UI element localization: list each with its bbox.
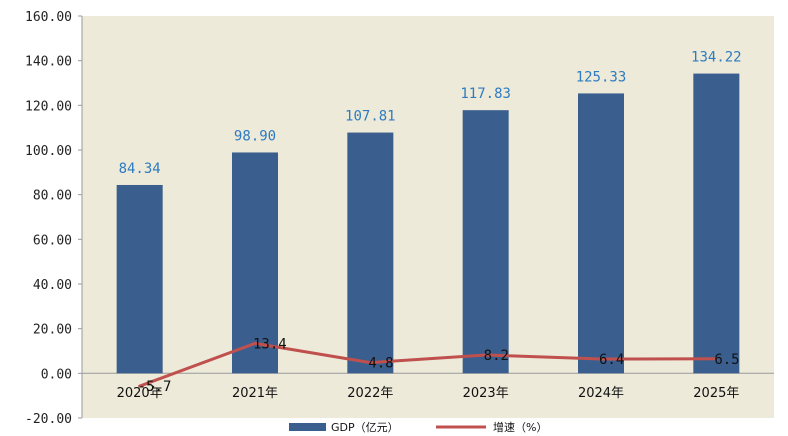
bar-value-label: 107.81 — [345, 109, 396, 125]
legend-label-growth: 增速（%） — [493, 420, 547, 434]
x-category-label: 2022年 — [347, 386, 393, 401]
y-tick-label: 0.00 — [41, 367, 72, 382]
x-category-label: 2025年 — [693, 386, 739, 401]
y-tick-label: 100.00 — [25, 144, 72, 159]
y-tick-label: 60.00 — [33, 233, 72, 248]
bar — [693, 73, 740, 374]
y-tick-label: 80.00 — [33, 189, 72, 204]
line-value-label: 6.4 — [599, 352, 624, 368]
x-category-label: 2024年 — [578, 386, 624, 401]
bar — [578, 93, 624, 374]
line-value-label: 8.2 — [484, 348, 509, 364]
x-axis-categories: 2020年 2021年 2022年 2023年 2024年 2025年 — [117, 386, 740, 401]
bar-value-label: 117.83 — [460, 86, 511, 102]
legend-swatch-bar — [289, 423, 326, 431]
y-tick-label: 20.00 — [33, 323, 72, 338]
line-point — [599, 357, 603, 361]
bar-value-label: 134.22 — [691, 50, 742, 66]
bar — [347, 132, 394, 374]
bar-value-label: 84.34 — [119, 161, 161, 177]
line-point — [138, 384, 142, 388]
y-tick-label: 160.00 — [25, 10, 72, 25]
line-value-label: 13.4 — [253, 336, 287, 352]
line-series: -5.7 13.4 4.8 8.2 6.4 6.5 — [138, 336, 740, 395]
y-tick-label: 40.00 — [33, 278, 72, 293]
line-value-label: -5.7 — [138, 379, 172, 395]
line-point — [484, 353, 488, 357]
x-category-label: 2023年 — [463, 386, 509, 401]
y-tick-label: -20.00 — [25, 412, 72, 427]
line-point — [253, 341, 257, 345]
y-axis-ticks: -20.00 0.00 20.00 40.00 60.00 80.00 100.00 120.… — [25, 10, 82, 427]
growth-line — [139, 341, 717, 388]
x-category-label: 2021年 — [232, 386, 278, 401]
line-point — [368, 361, 372, 365]
bar — [116, 184, 163, 374]
legend-label-gdp: GDP（亿元） — [331, 421, 399, 434]
bar-value-label: 125.33 — [576, 69, 627, 85]
bar-value-label: 98.90 — [234, 128, 276, 144]
line-point — [714, 357, 718, 361]
bar-series: 84.34 98.90 107.81 117.83 125.33 134.22 — [116, 50, 742, 374]
y-tick-label: 120.00 — [25, 99, 72, 114]
y-tick-label: 140.00 — [25, 55, 72, 70]
line-value-label: 6.5 — [714, 352, 739, 368]
x-category-label: 2020年 — [117, 386, 163, 401]
plot-background — [82, 16, 774, 418]
bar — [462, 110, 509, 374]
bar — [232, 152, 278, 374]
line-value-label: 4.8 — [368, 356, 393, 372]
legend: GDP（亿元） 增速（%） — [289, 420, 547, 434]
